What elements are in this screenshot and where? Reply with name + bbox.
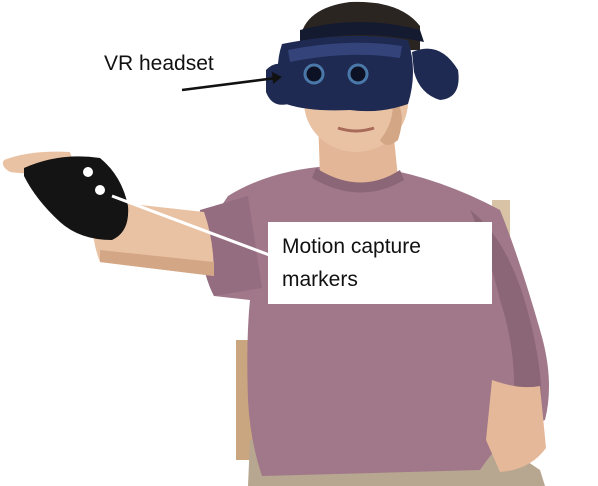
headset-ear-left (266, 63, 288, 105)
marker-dot-2 (95, 185, 105, 195)
headset-camera-right (347, 63, 369, 85)
headset-pointer-arrowhead (272, 72, 282, 84)
headset-pointer-line (181, 76, 277, 92)
mouth (337, 126, 375, 133)
markers-label-box: Motion capture markers (268, 222, 492, 304)
markers-label-line-1: Motion capture (282, 235, 421, 258)
headset-highlight (288, 42, 402, 62)
headset-label: VR headset (104, 52, 214, 75)
shirt-shadow (470, 210, 542, 426)
resting-arm (486, 380, 546, 472)
glove (24, 156, 129, 240)
extended-arm-shadow (100, 250, 214, 276)
headset-ear-right (412, 48, 459, 100)
collar (312, 168, 404, 193)
headset-strap (300, 22, 424, 42)
face-shadow (380, 96, 402, 145)
marker-dot-1 (83, 167, 93, 177)
marker-pointer-line (111, 194, 273, 258)
sleeve (199, 196, 262, 296)
headset-camera-left (303, 63, 325, 85)
markers-label-line-2: markers (282, 268, 358, 291)
